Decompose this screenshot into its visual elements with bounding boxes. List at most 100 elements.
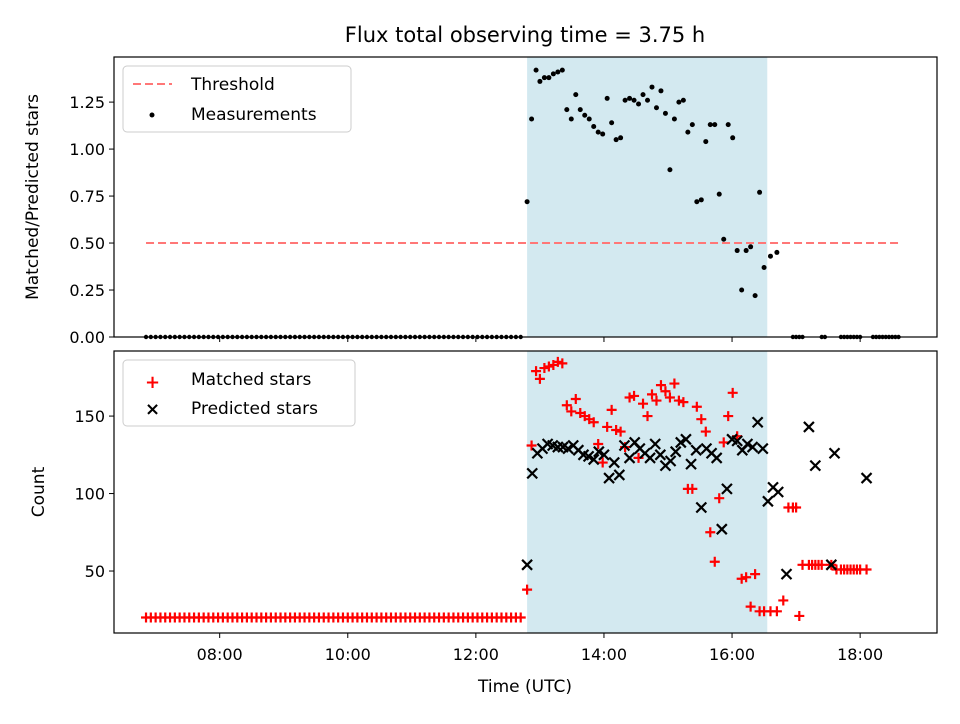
matched-point xyxy=(669,378,680,389)
count-panel: 08:00 10:00 12:00 14:00 16:00 18:00 50 100 150 C… xyxy=(29,350,938,664)
predicted-point xyxy=(721,483,733,495)
measurement-point xyxy=(662,110,668,116)
measurement-point xyxy=(761,264,767,270)
measurement-point xyxy=(529,116,535,122)
measurement-point xyxy=(636,101,642,107)
measurement-point xyxy=(707,122,713,128)
ratio-panel: 0.00 0.25 0.50 0.75 1.00 1.25 Matched/Predict… xyxy=(23,56,938,347)
predicted-point xyxy=(741,438,754,450)
predicted-point xyxy=(751,416,764,429)
predicted-point xyxy=(762,495,774,508)
predicted-point xyxy=(593,445,605,458)
measurement-point xyxy=(622,97,628,103)
matched-point xyxy=(651,395,662,406)
measurement-point xyxy=(649,84,655,90)
measurement-point xyxy=(564,107,570,113)
measurement-point xyxy=(730,135,736,141)
matched-point xyxy=(638,398,649,409)
matched-point xyxy=(522,584,533,595)
measurement-point xyxy=(541,75,547,81)
ratio-ylabel: Matched/Predicted stars xyxy=(23,94,43,300)
matched-point xyxy=(709,556,720,567)
ratio-panel-frame xyxy=(113,56,938,338)
measurement-point xyxy=(748,244,754,250)
measurement-point xyxy=(627,95,633,101)
measurement-point xyxy=(743,248,749,254)
x-tick-label: 16:00 xyxy=(709,645,755,664)
ratio-legend-box xyxy=(122,65,352,133)
matched-point xyxy=(588,417,599,428)
matched-point xyxy=(593,438,604,449)
matched-point xyxy=(771,606,782,617)
measurement-point xyxy=(640,92,646,98)
matched-point xyxy=(664,392,675,403)
predicted-point xyxy=(860,472,873,484)
matched-point xyxy=(611,425,622,436)
matched-point xyxy=(700,426,711,437)
y-tick-label: 100 xyxy=(74,485,105,504)
measurement-point xyxy=(609,120,615,126)
matched-point xyxy=(646,389,657,400)
matched-point xyxy=(660,386,671,397)
measurement-point xyxy=(595,129,601,135)
y-tick-label: 150 xyxy=(74,407,105,426)
measurement-point xyxy=(533,67,539,73)
matched-point xyxy=(691,401,702,412)
matched-point xyxy=(531,366,542,377)
ratio-legend: Threshold Measurements xyxy=(122,65,352,133)
matched-point xyxy=(778,595,789,606)
x-tick-label: 12:00 xyxy=(453,645,499,664)
matched-point xyxy=(718,437,729,448)
x-axis-label: Time (UTC) xyxy=(477,677,572,697)
matched-point xyxy=(602,421,613,432)
legend-measurements-swatch xyxy=(149,112,155,118)
legend-predicted-swatch: × xyxy=(145,399,160,420)
matched-point xyxy=(723,411,734,422)
measurement-point xyxy=(685,129,691,135)
matched-point xyxy=(673,395,684,406)
predicted-point xyxy=(669,445,682,458)
predicted-point xyxy=(521,559,533,571)
predicted-point xyxy=(526,467,539,480)
measurement-point xyxy=(703,139,709,145)
matched-point xyxy=(515,612,526,623)
predicted-point xyxy=(685,458,697,470)
measurement-point xyxy=(734,248,740,254)
matched-point xyxy=(566,406,577,417)
predicted-point xyxy=(731,435,743,447)
predicted-point xyxy=(780,568,793,580)
predicted-point xyxy=(587,453,600,466)
matched-point xyxy=(705,527,716,538)
matched-point xyxy=(561,400,572,411)
matched-point xyxy=(861,564,872,575)
measurement-point xyxy=(600,131,606,137)
measurement-point xyxy=(712,122,718,128)
matched-point xyxy=(794,610,805,621)
predicted-point xyxy=(695,501,708,514)
measurement-point xyxy=(546,75,552,81)
predicted-point xyxy=(613,469,626,481)
measurement-point xyxy=(774,249,780,255)
measurement-point xyxy=(757,189,763,195)
matched-point xyxy=(687,483,698,494)
measurement-point xyxy=(698,197,704,203)
measurement-point xyxy=(524,199,530,205)
predicted-point xyxy=(644,452,656,464)
matched-point xyxy=(736,573,747,584)
matched-point xyxy=(615,426,626,437)
legend-measurements-label: Measurements xyxy=(191,105,317,125)
count-ylabel: Count xyxy=(29,466,49,517)
predicted-point xyxy=(598,449,610,461)
matched-point xyxy=(534,373,545,384)
matched-point xyxy=(741,572,752,583)
y-tick-label: 1.00 xyxy=(69,140,105,159)
legend-threshold-label: Threshold xyxy=(190,75,275,95)
matched-point xyxy=(624,392,635,403)
matched-point xyxy=(539,363,550,374)
y-tick-label: 0.50 xyxy=(69,234,105,253)
matched-point xyxy=(570,394,581,405)
measurement-point xyxy=(739,287,745,293)
measurement-point xyxy=(716,191,722,197)
measurement-point xyxy=(582,112,588,118)
legend-matched-label: Matched stars xyxy=(191,370,311,390)
